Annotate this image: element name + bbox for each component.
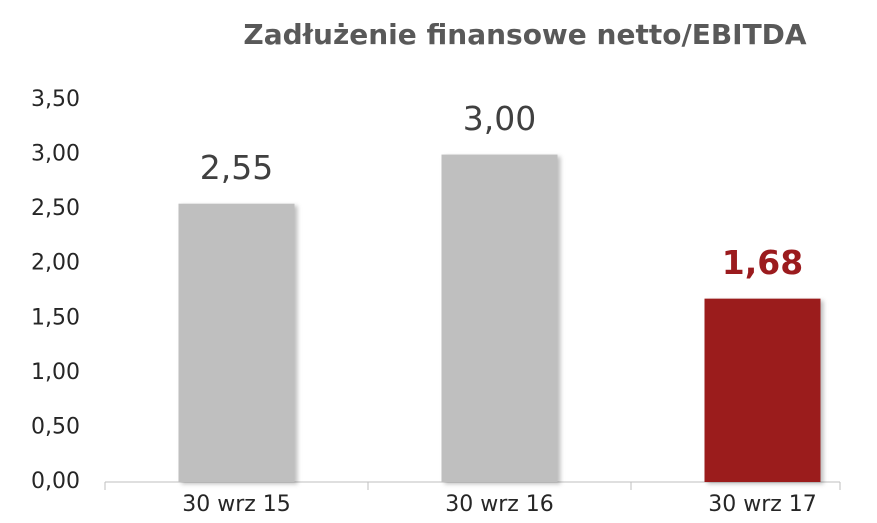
value-label: 1,68: [722, 243, 803, 282]
x-tick-label: 30 wrz 15: [182, 492, 291, 517]
y-tick-label: 1,00: [31, 360, 80, 385]
y-tick-label: 2,00: [31, 251, 80, 276]
value-label: 2,55: [200, 148, 273, 187]
x-tick-label: 30 wrz 16: [445, 492, 554, 517]
y-tick-label: 0,00: [31, 469, 80, 494]
chart-title: Zadłużenie finansowe netto/EBITDA: [243, 18, 807, 51]
y-tick-label: 3,50: [31, 87, 80, 112]
y-tick-label: 2,50: [31, 196, 80, 221]
value-label: 3,00: [463, 99, 536, 138]
y-tick-label: 0,50: [31, 414, 80, 439]
x-tick-label: 30 wrz 17: [708, 492, 817, 517]
y-tick-label: 3,00: [31, 142, 80, 167]
bar: [178, 203, 295, 482]
bar: [441, 154, 558, 483]
bar: [704, 298, 821, 482]
y-tick-label: 1,50: [31, 305, 80, 330]
